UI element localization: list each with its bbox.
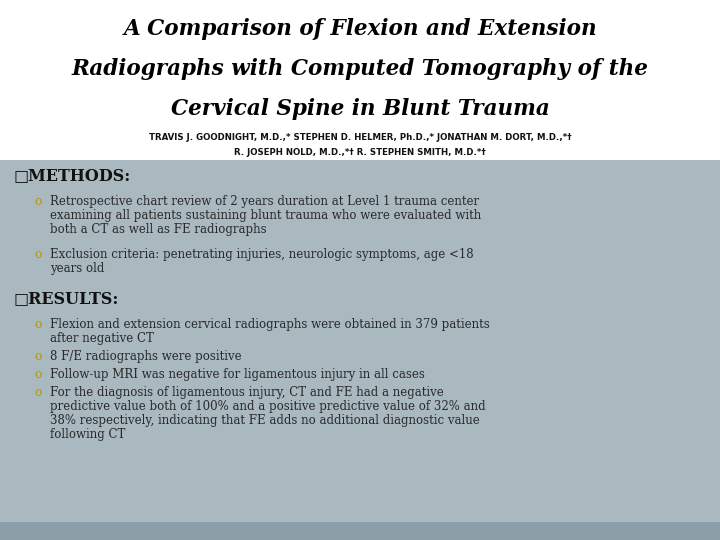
Text: o: o: [34, 318, 42, 331]
Text: o: o: [34, 350, 42, 363]
Text: 8 F/E radiographs were positive: 8 F/E radiographs were positive: [50, 350, 242, 363]
Text: 38% respectively, indicating that FE adds no additional diagnostic value: 38% respectively, indicating that FE add…: [50, 414, 480, 427]
Text: Exclusion criteria: penetrating injuries, neurologic symptoms, age <18: Exclusion criteria: penetrating injuries…: [50, 248, 474, 261]
Text: examining all patients sustaining blunt trauma who were evaluated with: examining all patients sustaining blunt …: [50, 209, 481, 222]
Text: □RESULTS:: □RESULTS:: [14, 290, 120, 307]
Text: following CT: following CT: [50, 428, 125, 441]
Text: R. JOSEPH NOLD, M.D.,*† R. STEPHEN SMITH, M.D.*†: R. JOSEPH NOLD, M.D.,*† R. STEPHEN SMITH…: [234, 148, 486, 157]
Text: Retrospective chart review of 2 years duration at Level 1 trauma center: Retrospective chart review of 2 years du…: [50, 195, 479, 208]
Text: Follow-up MRI was negative for ligamentous injury in all cases: Follow-up MRI was negative for ligamento…: [50, 368, 425, 381]
Text: o: o: [34, 368, 42, 381]
Text: TRAVIS J. GOODNIGHT, M.D.,* STEPHEN D. HELMER, Ph.D.,* JONATHAN M. DORT, M.D.,*†: TRAVIS J. GOODNIGHT, M.D.,* STEPHEN D. H…: [149, 133, 571, 142]
Text: o: o: [34, 195, 42, 208]
Text: A Comparison of Flexion and Extension: A Comparison of Flexion and Extension: [123, 18, 597, 40]
FancyBboxPatch shape: [0, 522, 720, 540]
Text: For the diagnosis of ligamentous injury, CT and FE had a negative: For the diagnosis of ligamentous injury,…: [50, 386, 444, 399]
Text: o: o: [34, 386, 42, 399]
FancyBboxPatch shape: [0, 160, 720, 530]
Text: after negative CT: after negative CT: [50, 332, 154, 345]
Text: □METHODS:: □METHODS:: [14, 167, 131, 184]
Text: o: o: [34, 248, 42, 261]
Text: Flexion and extension cervical radiographs were obtained in 379 patients: Flexion and extension cervical radiograp…: [50, 318, 490, 331]
Text: years old: years old: [50, 262, 104, 275]
Text: Radiographs with Computed Tomography of the: Radiographs with Computed Tomography of …: [71, 58, 649, 80]
Text: both a CT as well as FE radiographs: both a CT as well as FE radiographs: [50, 223, 266, 236]
Text: predictive value both of 100% and a positive predictive value of 32% and: predictive value both of 100% and a posi…: [50, 400, 485, 413]
Text: Cervical Spine in Blunt Trauma: Cervical Spine in Blunt Trauma: [171, 98, 549, 120]
